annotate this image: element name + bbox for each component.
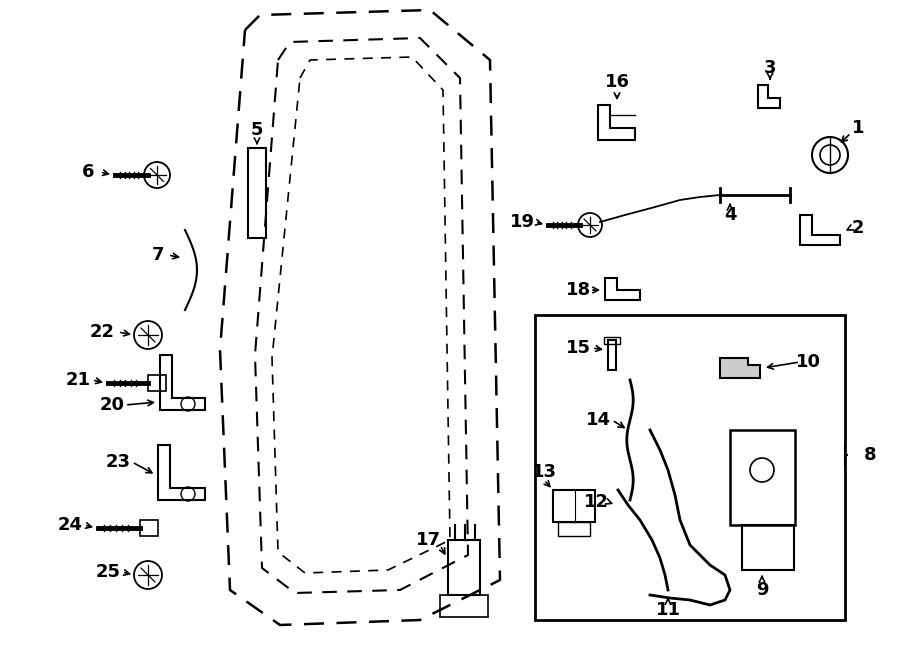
Bar [535,315,845,620]
Text: 3: 3 [764,59,776,77]
Text: 12: 12 [583,493,608,511]
Polygon shape [720,358,760,378]
Text: 10: 10 [796,353,821,371]
Bar [730,430,795,525]
Text: 9: 9 [756,581,769,599]
Text: 17: 17 [416,531,440,549]
Bar [553,490,595,522]
Text: 11: 11 [655,601,680,619]
Bar [248,148,266,238]
Bar [604,337,620,344]
Text: 4: 4 [724,206,736,224]
Bar [742,525,794,570]
Bar [140,520,158,536]
Bar [448,540,480,595]
Text: 23: 23 [105,453,130,471]
Bar [440,595,488,617]
Bar [558,522,590,536]
Text: 18: 18 [565,281,590,299]
Text: 20: 20 [100,396,124,414]
Text: 8: 8 [864,446,877,464]
Text: 19: 19 [509,213,535,231]
Text: 5: 5 [251,121,263,139]
Text: 1: 1 [851,119,864,137]
Text: 22: 22 [89,323,114,341]
Text: 2: 2 [851,219,864,237]
Bar [608,340,616,370]
Text: 14: 14 [586,411,610,429]
Text: 13: 13 [532,463,556,481]
Text: 21: 21 [66,371,91,389]
Bar [148,375,166,391]
Text: 16: 16 [605,73,629,91]
Text: 25: 25 [95,563,121,581]
Text: 6: 6 [82,163,94,181]
Text: 24: 24 [58,516,83,534]
Text: 15: 15 [565,339,590,357]
Text: 7: 7 [152,246,164,264]
